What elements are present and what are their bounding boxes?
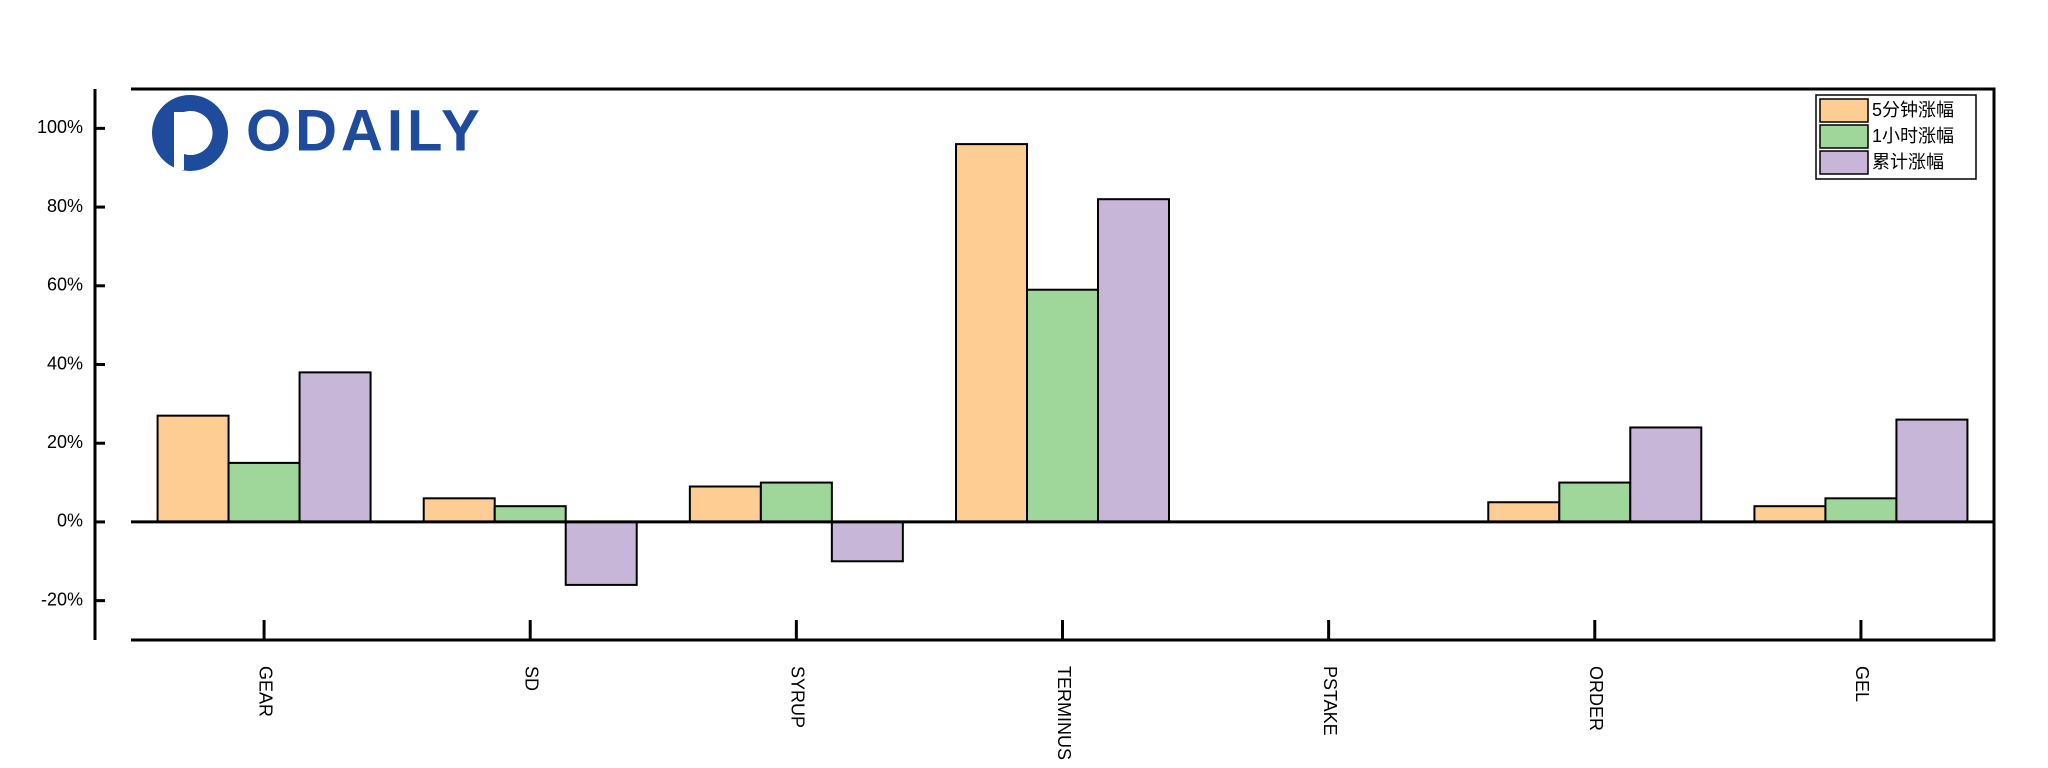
- bar: [955, 143, 1028, 523]
- bar: [830, 520, 904, 563]
- y-tick-label: 20%: [47, 432, 83, 452]
- x-tick-label: TERMINUS: [1054, 666, 1074, 760]
- legend-label: 5分钟涨幅: [1872, 100, 1954, 120]
- bar: [1629, 426, 1703, 523]
- x-tick-label: PSTAKE: [1320, 666, 1340, 736]
- bar: [564, 520, 638, 586]
- bar: [1824, 497, 1898, 523]
- bar: [1895, 418, 1969, 523]
- y-tick-label: 40%: [47, 353, 83, 373]
- x-tick-label: ORDER: [1586, 666, 1606, 731]
- x-tick-label: GEAR: [255, 666, 275, 717]
- y-tick-label: 100%: [37, 117, 83, 137]
- bar: [422, 497, 496, 523]
- x-tick-label: GEL: [1852, 666, 1872, 702]
- bar: [1753, 505, 1827, 523]
- legend-swatch: [1819, 124, 1869, 149]
- y-tick-label: 0%: [57, 511, 83, 531]
- bar: [298, 371, 372, 523]
- legend-swatch: [1819, 98, 1869, 123]
- bar: [688, 485, 762, 523]
- bar: [1487, 501, 1561, 523]
- y-tick-label: 80%: [47, 196, 83, 216]
- logo: ODAILY: [152, 95, 484, 171]
- legend-swatch: [1819, 150, 1869, 175]
- bar: [493, 505, 567, 523]
- logo-glyph: [174, 111, 213, 170]
- logo-text: ODAILY: [246, 98, 484, 163]
- bar: [759, 481, 833, 523]
- y-tick-label: -20%: [41, 589, 83, 609]
- bar: [1097, 198, 1170, 523]
- x-tick-label: SD: [521, 666, 541, 691]
- y-tick-label: 60%: [47, 275, 83, 295]
- legend-label: 累计涨幅: [1872, 152, 1944, 172]
- bar: [156, 414, 230, 523]
- legend-label: 1小时涨幅: [1872, 126, 1954, 146]
- bar: [227, 461, 301, 523]
- bar: [1026, 288, 1099, 523]
- bar: [1558, 481, 1632, 523]
- x-tick-label: SYRUP: [788, 666, 808, 728]
